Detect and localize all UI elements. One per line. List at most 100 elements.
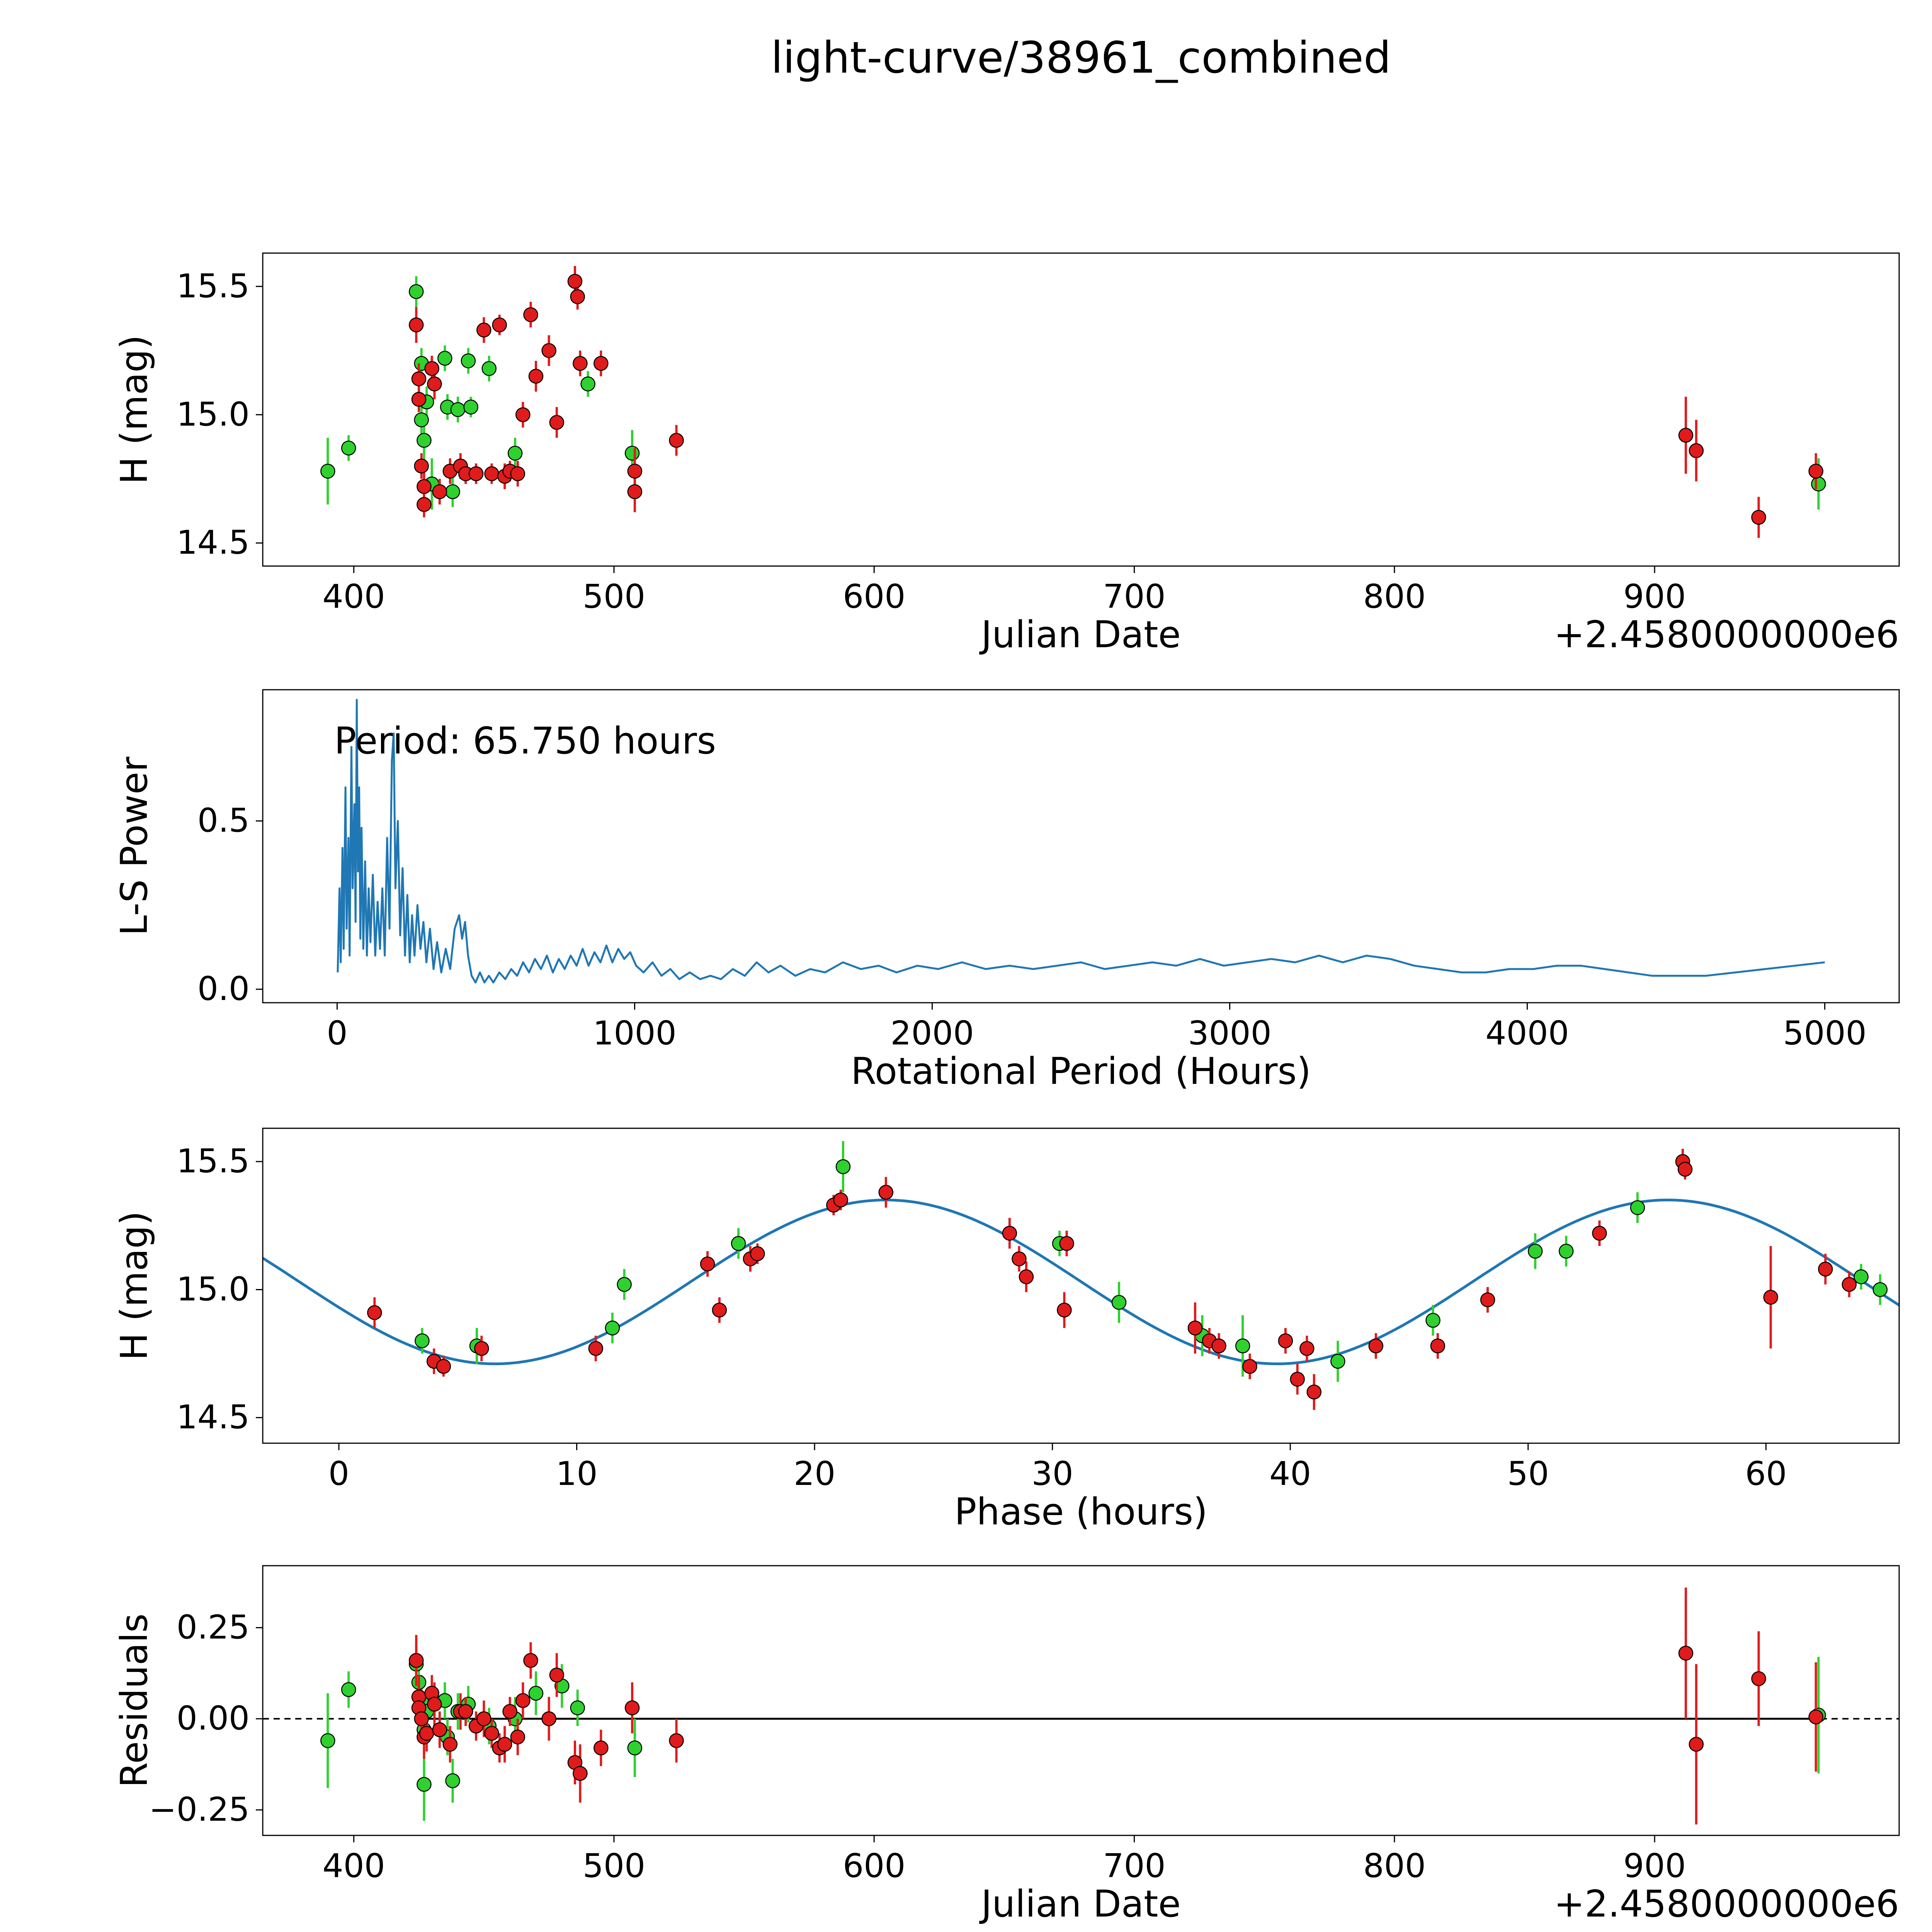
data-point-marker — [411, 392, 427, 407]
ylabel-phased-lightcurve: H (mag) — [113, 1211, 156, 1361]
data-point-marker — [594, 1740, 609, 1755]
data-point-marker — [1211, 1338, 1226, 1354]
data-point-marker — [1763, 1290, 1778, 1305]
data-point-marker — [567, 274, 583, 289]
data-point-marker — [1751, 1671, 1766, 1686]
y-tick-label: 0.0 — [197, 970, 250, 1008]
xlabel-periodogram: Rotational Period (Hours) — [851, 1050, 1311, 1093]
data-point-marker — [476, 322, 492, 338]
data-point-marker — [627, 484, 643, 499]
data-point-marker — [320, 464, 335, 479]
x-tick-label: 40 — [1269, 1455, 1311, 1493]
data-point-marker — [484, 1726, 499, 1741]
data-point-marker — [594, 356, 609, 371]
data-point-marker — [1811, 476, 1826, 492]
dataset-green — [320, 276, 1826, 510]
data-point-marker — [367, 1305, 382, 1320]
data-point-marker — [492, 317, 507, 333]
data-point-marker — [833, 1192, 849, 1208]
data-point-marker — [408, 317, 424, 333]
data-point-marker — [1592, 1226, 1607, 1241]
data-point-marker — [445, 484, 460, 499]
data-point-marker — [835, 1159, 851, 1174]
data-point-marker — [507, 446, 523, 461]
y-tick-label: 15.5 — [177, 1142, 250, 1180]
figure-title: light-curve/38961_combined — [771, 33, 1391, 83]
data-point-marker — [580, 376, 595, 391]
data-point-marker — [1808, 1709, 1823, 1725]
data-point-marker — [1678, 428, 1694, 443]
data-point-marker — [570, 1700, 585, 1716]
data-point-marker — [1818, 1262, 1833, 1277]
data-point-marker — [419, 1726, 434, 1741]
data-point-marker — [523, 1653, 538, 1668]
y-tick-label: 15.0 — [177, 1270, 250, 1308]
dataset-red — [408, 1587, 1823, 1825]
x-tick-label: 0 — [327, 1014, 347, 1053]
data-point-marker — [445, 1773, 460, 1788]
data-point-marker — [432, 1722, 447, 1737]
data-point-marker — [1368, 1338, 1384, 1354]
data-point-marker — [712, 1303, 727, 1318]
xlabel-phased-lightcurve: Phase (hours) — [954, 1491, 1208, 1533]
panel-residuals: 400 500 600 700 800 900 −0.25 0.00 0.25 Julian Da… — [113, 1565, 1900, 1925]
x-tick-label: 900 — [1623, 578, 1686, 616]
data-point-marker — [624, 446, 640, 461]
data-point-marker — [341, 1682, 356, 1697]
x-tick-label: 800 — [1363, 578, 1426, 616]
x-tick-label: 60 — [1745, 1455, 1787, 1493]
data-point-marker — [474, 1341, 489, 1356]
panel-periodogram: 0 1000 2000 3000 4000 5000 0.0 0.5 Rotational Pe… — [113, 689, 1900, 1093]
period-annotation: Period: 65.750 hours — [334, 720, 716, 762]
ylabel-periodogram: L-S Power — [113, 756, 156, 935]
x-tick-label: 400 — [323, 578, 385, 616]
ylabel-jd-lightcurve: H (mag) — [113, 335, 156, 485]
data-point-marker — [731, 1236, 746, 1251]
data-point-marker — [463, 400, 478, 415]
x-tick-label: 400 — [323, 1847, 385, 1885]
y-tick-label: 0.25 — [177, 1608, 250, 1646]
panel-jd-lightcurve: 400 500 600 700 800 900 14.5 15.0 15.5 Julian Dat… — [113, 252, 1900, 656]
dataset-green — [320, 1642, 1826, 1821]
panel-phased-lightcurve: 0 10 20 30 40 50 60 14.5 15.0 15.5 Phase (hours) H … — [113, 1128, 1900, 1533]
data-point-marker — [1187, 1320, 1203, 1336]
data-point-marker — [411, 371, 427, 386]
data-point-marker — [549, 415, 565, 430]
data-point-marker — [1689, 443, 1704, 458]
data-point-marker — [424, 361, 439, 376]
y-tick-label: 14.5 — [177, 1398, 250, 1437]
axes-spines — [262, 252, 1900, 567]
periodogram-line — [337, 699, 1825, 984]
data-point-marker — [484, 466, 499, 481]
data-point-marker — [669, 433, 684, 448]
x-tick-label: 500 — [583, 578, 645, 616]
data-point-marker — [1111, 1295, 1127, 1310]
xlabel-jd-lightcurve: Julian Date — [979, 614, 1181, 656]
data-point-marker — [1242, 1359, 1257, 1374]
data-point-marker — [1751, 510, 1766, 525]
data-point-marker — [1689, 1736, 1704, 1752]
data-point-marker — [497, 1736, 512, 1752]
data-point-marker — [523, 307, 538, 322]
data-point-marker — [427, 1697, 442, 1712]
data-point-marker — [417, 497, 432, 512]
data-point-marker — [1630, 1200, 1645, 1215]
x-tick-label: 3000 — [1188, 1014, 1271, 1053]
data-point-marker — [408, 1653, 424, 1668]
data-point-marker — [481, 361, 497, 376]
data-point-marker — [432, 484, 447, 499]
ylabel-residuals: Residuals — [113, 1614, 156, 1788]
data-point-marker — [605, 1320, 620, 1336]
axes-spines — [262, 1128, 1900, 1444]
data-point-marker — [750, 1246, 765, 1261]
data-point-marker — [450, 402, 466, 417]
plot-area-periodogram — [337, 699, 1825, 984]
dataset-red — [367, 1149, 1857, 1410]
x-tick-label: 700 — [1103, 1847, 1165, 1885]
x-tick-label: 700 — [1103, 578, 1165, 616]
x-tick-label: 600 — [843, 1847, 905, 1885]
data-point-marker — [1057, 1303, 1072, 1318]
x-tick-label: 20 — [794, 1455, 835, 1493]
data-point-marker — [414, 458, 429, 474]
y-tick-label: 0.00 — [177, 1699, 250, 1738]
